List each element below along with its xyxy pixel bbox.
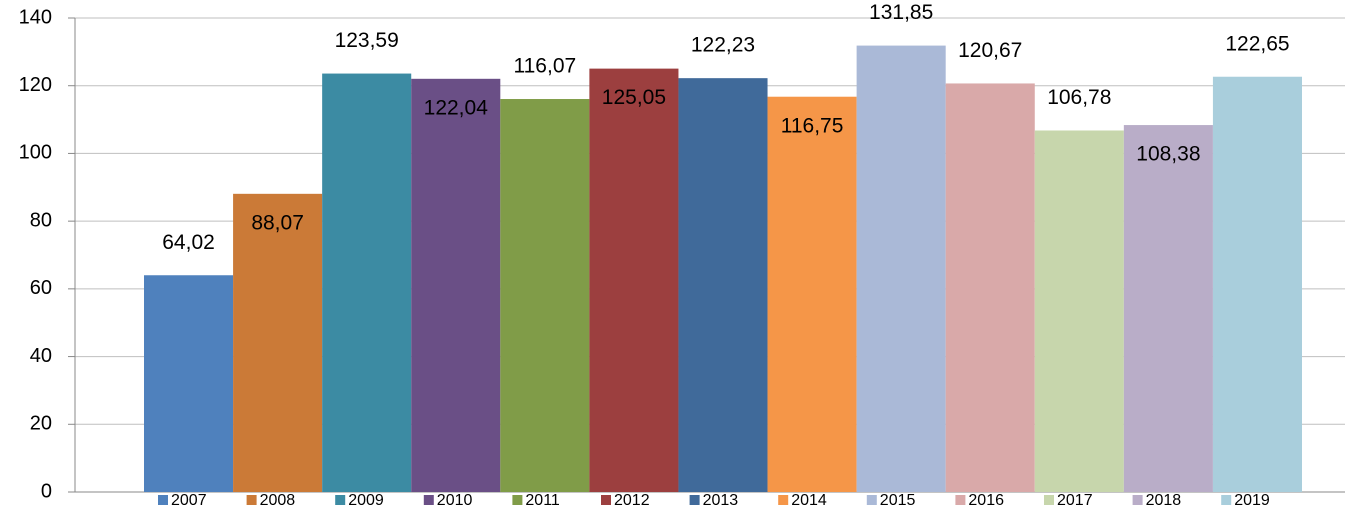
legend-label: 2012 (614, 492, 650, 509)
data-label: 131,85 (869, 1, 933, 24)
bar (322, 73, 412, 492)
bar (767, 96, 857, 492)
legend-label: 2010 (437, 492, 473, 509)
bar (500, 99, 590, 492)
bar (856, 45, 946, 493)
y-tick-label: 0 (41, 480, 52, 502)
legend-swatch (335, 495, 346, 505)
bar (589, 68, 679, 493)
legend-label: 2016 (968, 492, 1004, 509)
y-tick-label: 100 (19, 142, 52, 164)
y-tick-label: 20 (30, 413, 52, 435)
data-label: 108,38 (1136, 143, 1200, 166)
legend-label: 2011 (525, 492, 560, 509)
data-label: 116,75 (781, 114, 844, 137)
y-tick-label: 40 (30, 345, 52, 367)
data-label: 122,65 (1225, 32, 1289, 55)
legend-swatch (601, 495, 611, 505)
y-tick-label: 80 (30, 209, 52, 231)
legend-label: 2014 (791, 492, 827, 509)
legend-label: 2015 (880, 492, 916, 509)
y-tick-label: 60 (30, 277, 52, 299)
legend-swatch (689, 495, 700, 505)
legend-label: 2007 (171, 492, 207, 509)
legend-swatch (1132, 495, 1143, 505)
bar (233, 193, 323, 493)
legend-label: 2009 (348, 492, 384, 509)
legend-label: 2019 (1234, 492, 1270, 509)
legend-swatch (955, 495, 966, 505)
legend-swatch (1044, 495, 1054, 505)
legend-label: 2018 (1146, 492, 1182, 509)
bar (1123, 125, 1213, 493)
legend-swatch (158, 495, 168, 505)
legend-swatch (512, 495, 523, 505)
y-tick-label: 140 (19, 6, 52, 28)
data-label: 120,67 (958, 39, 1022, 62)
legend-swatch (423, 495, 434, 505)
bar (411, 78, 501, 492)
data-label: 123,59 (335, 29, 399, 52)
bar (1212, 76, 1302, 493)
legend-label: 2008 (260, 492, 296, 509)
bar (945, 83, 1035, 492)
y-tick-label: 120 (19, 74, 52, 96)
bar (1034, 130, 1124, 492)
legend-label: 2013 (703, 492, 739, 509)
legend-label: 2017 (1057, 492, 1093, 509)
legend-swatch (246, 495, 257, 505)
legend-swatch (866, 495, 877, 505)
legend-swatch (1221, 495, 1232, 505)
data-label: 125,05 (602, 86, 666, 109)
data-label: 122,23 (691, 34, 755, 57)
data-label: 64,02 (162, 231, 215, 254)
legend-swatch (778, 495, 789, 505)
data-label: 88,07 (251, 211, 304, 234)
data-label: 116,07 (514, 55, 577, 78)
bar (144, 275, 234, 492)
data-label: 122,04 (424, 96, 489, 119)
bar (678, 78, 768, 492)
data-label: 106,78 (1047, 86, 1111, 109)
